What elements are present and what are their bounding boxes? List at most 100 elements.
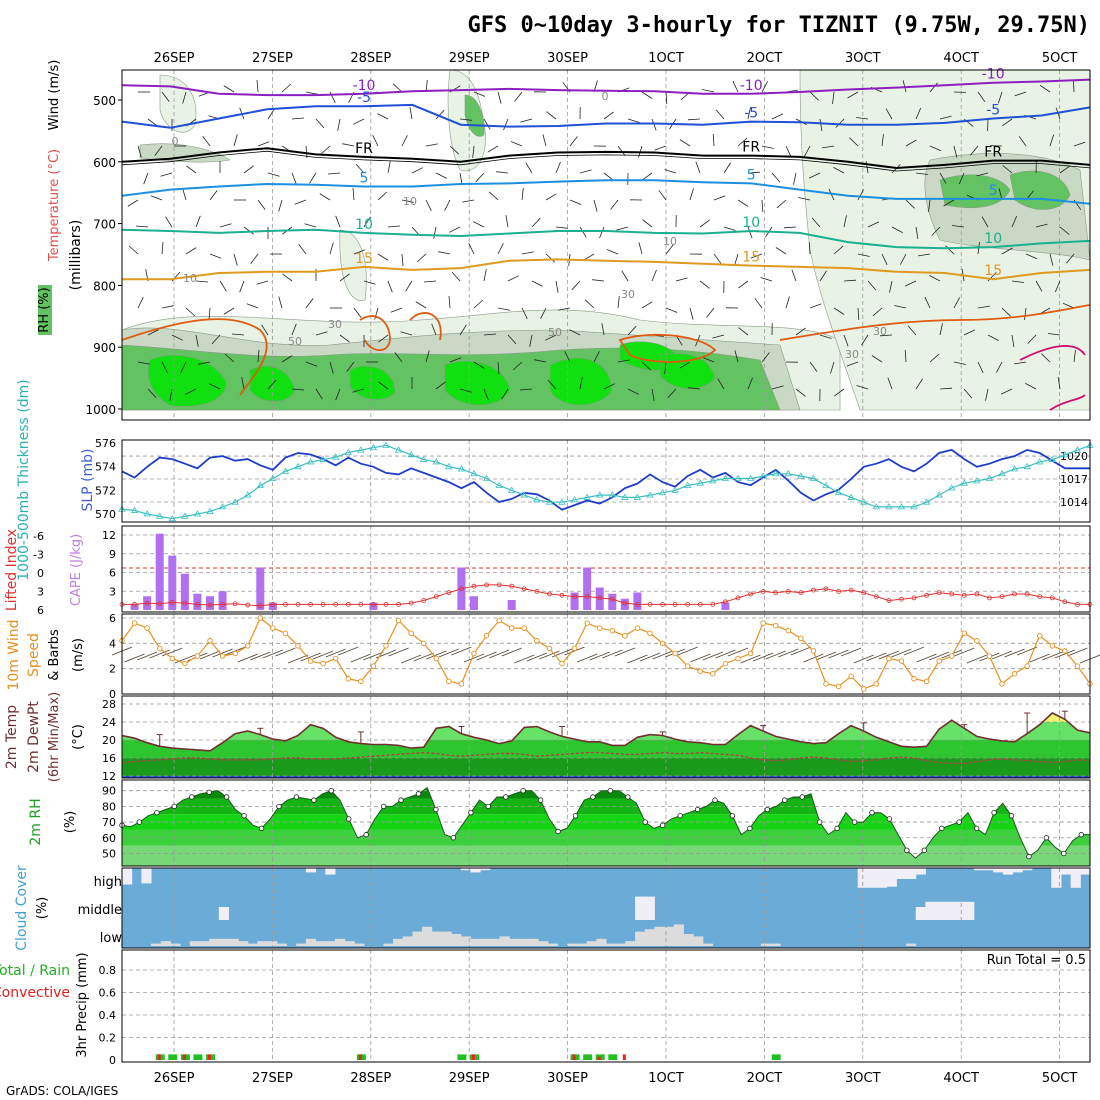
wind-barb-10m: [803, 653, 824, 663]
wind-barb: [939, 387, 953, 390]
lifted-index-marker: [974, 591, 980, 597]
wind-barb-10m: [501, 647, 522, 657]
cloud-high-clear: [460, 868, 471, 871]
wind-barb: [976, 172, 989, 177]
wind-barb-10m: [840, 647, 862, 657]
wind-barb: [571, 280, 581, 291]
rh-marker: [276, 803, 282, 810]
axis-label: 2m DewPt: [26, 701, 42, 773]
wind-barb: [1011, 334, 1015, 347]
cloud-middle-clear: [954, 901, 965, 920]
wind-barb: [387, 280, 393, 293]
precip-total-bar: [193, 1054, 203, 1060]
wind-speed-marker: [873, 681, 880, 687]
pressure-tick-label: 900: [93, 341, 116, 355]
lifted-index-marker: [396, 602, 401, 607]
wind-barb: [315, 388, 323, 400]
wind-barb: [219, 280, 227, 292]
wind-barb: [695, 161, 701, 174]
thickness-marker: [130, 506, 139, 513]
rh-marker: [537, 797, 544, 803]
wind-barb: [257, 199, 266, 210]
axis-label: & Barbs: [47, 629, 62, 681]
rh-marker: [729, 813, 736, 819]
thickness-marker: [382, 441, 390, 448]
cloud-low-clear: [238, 941, 249, 946]
lifted-index-marker: [1075, 602, 1080, 607]
wind-barb: [160, 172, 173, 177]
cloud-high-clear: [877, 868, 888, 888]
wind-barb: [239, 280, 245, 293]
rh-marker: [659, 822, 666, 828]
wind-barb: [1002, 165, 1013, 174]
wind-barb-10m: [199, 650, 221, 660]
wind-barb: [579, 377, 583, 390]
wind-barb: [545, 253, 556, 263]
rh-marker: [311, 797, 317, 803]
lifted-index-marker: [1012, 591, 1017, 597]
wind-barb: [918, 253, 931, 257]
wind-barb: [304, 223, 317, 228]
cloud-low-clear: [296, 943, 307, 946]
wind-barb: [449, 357, 462, 363]
thickness-marker: [746, 474, 755, 481]
wind-barb: [374, 307, 379, 320]
thickness-marker: [822, 481, 830, 488]
wind-barb: [161, 241, 164, 255]
date-axis-bottom: 26SEP 27SEP 28SEP 29SEP 30SEP 1OCT 2OCT 3OCT 4OC…: [154, 1071, 1078, 1086]
isotherm-line: [121, 179, 1091, 205]
wind-barb: [771, 172, 781, 183]
cape-bar: [155, 533, 164, 610]
wind-barb: [737, 199, 749, 207]
rh-marker: [154, 809, 160, 816]
wind-barb-10m: [702, 651, 724, 661]
precip-total-bar: [168, 1054, 178, 1060]
wind-barb: [833, 245, 844, 255]
thickness-marker: [759, 472, 767, 479]
wind-barb-10m: [1004, 648, 1025, 658]
wind-barb: [401, 135, 408, 147]
wind-barb: [819, 118, 823, 131]
isotherm-line: [121, 147, 1091, 170]
wind-barb-10m: [275, 647, 296, 657]
wind-barb: [161, 305, 174, 309]
cloud-low-clear: [499, 936, 510, 946]
thickness-marker: [432, 458, 440, 465]
wind-barb: [953, 145, 958, 158]
wind-speed-marker: [672, 650, 678, 657]
wind-barb: [449, 226, 461, 233]
axis-label: Speed: [26, 633, 42, 677]
cloud-high-clear: [141, 868, 152, 884]
cloud-low-clear: [906, 943, 917, 946]
lifted-index-marker: [484, 582, 489, 588]
thickness-marker: [495, 481, 503, 488]
wind-barb: [185, 307, 196, 317]
wind-barb-10m: [966, 654, 988, 664]
wind-barb: [282, 273, 293, 282]
wind-barb: [298, 244, 307, 255]
lifted-index-marker: [496, 582, 502, 588]
wind-barb-10m: [363, 651, 384, 661]
wind-barb: [867, 280, 877, 291]
wind-barb: [871, 355, 883, 363]
wind-barb: [699, 280, 710, 289]
cloud-low-clear: [538, 941, 549, 946]
wind-barb: [843, 215, 847, 228]
precip-convective-bar: [597, 1056, 601, 1060]
wind-barb: [435, 109, 445, 120]
cape-tick-label: 3: [109, 585, 116, 598]
lifted-index-marker: [157, 601, 163, 607]
wind-barb: [425, 143, 438, 147]
wind-barb: [378, 381, 389, 390]
wind-barb: [444, 199, 451, 211]
isotherm-line: [122, 258, 1091, 281]
wind-barb: [702, 357, 715, 363]
rh-contour-label: 10: [403, 195, 417, 208]
wind-barb: [208, 307, 211, 321]
rh-marker: [694, 806, 701, 813]
wind-speed-marker: [483, 632, 490, 639]
thickness-marker: [394, 446, 403, 453]
lifted-index-marker: [672, 602, 678, 607]
wind-barb-10m: [325, 648, 346, 658]
wind-barb: [819, 334, 832, 339]
